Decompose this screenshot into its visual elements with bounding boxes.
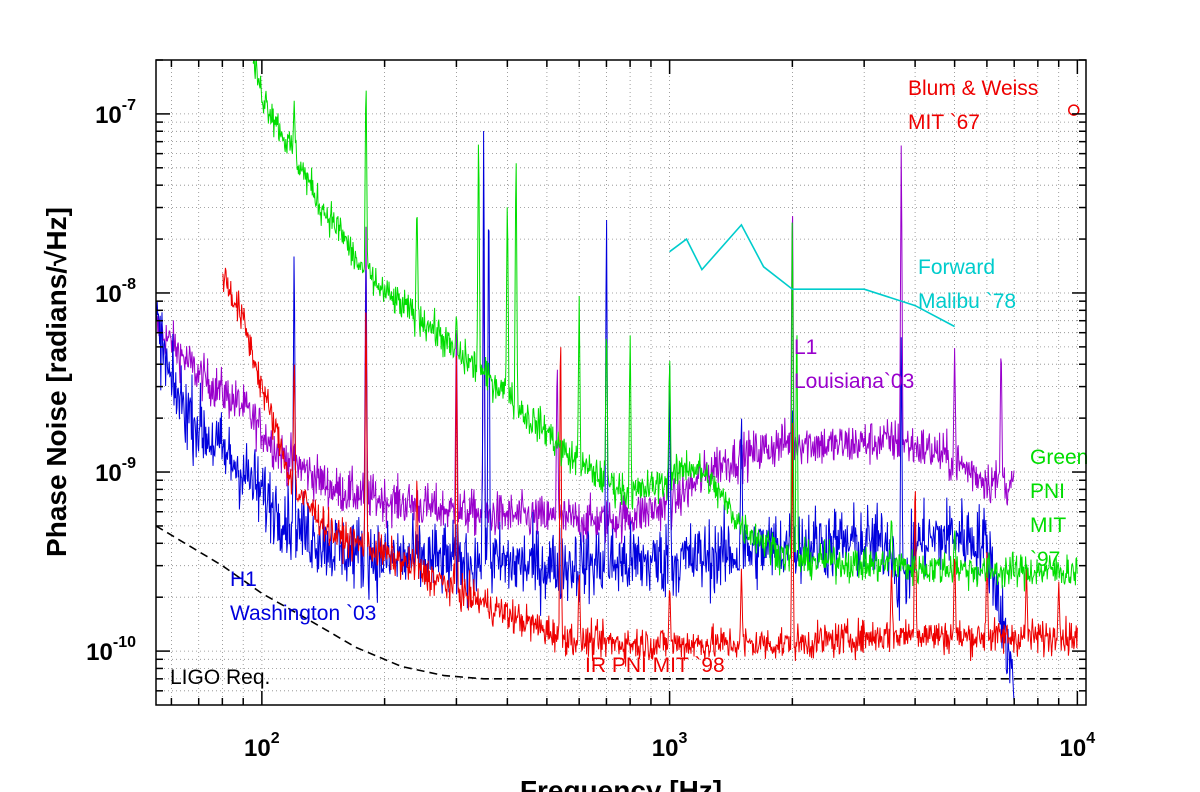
x-tick-label: 102 — [244, 730, 280, 762]
annotation-l1_1: L1 — [794, 336, 817, 359]
series-blum-point — [1068, 104, 1080, 116]
x-tick-label: 103 — [652, 730, 688, 762]
annotation-green_1: Green — [1030, 446, 1088, 469]
series-forward-line — [669, 223, 955, 328]
annotation-forward_1: Forward — [918, 256, 995, 279]
annotation-green_3: MIT — [1030, 514, 1066, 537]
series-ir-line — [222, 267, 1078, 667]
annotation-green_4: `97 — [1030, 548, 1060, 571]
annotation-blum_2: MIT `67 — [908, 111, 980, 134]
y-tick-label: 10-7 — [95, 97, 136, 129]
annotation-layer: Blum & Weiss MIT `67 Forward Malibu `78 L1 Lo… — [170, 77, 1088, 689]
y-tick-label: 10-9 — [95, 455, 136, 487]
series-h1-line — [156, 130, 1015, 702]
x-tick-label: 104 — [1060, 730, 1096, 762]
y-tick-label: 10-8 — [95, 276, 136, 308]
annotation-green_2: PNI — [1030, 480, 1065, 503]
series-green-line — [252, 60, 1078, 592]
annotation-forward_2: Malibu `78 — [918, 290, 1016, 313]
annotation-ligo: LIGO Req. — [170, 666, 270, 689]
x-axis-title: Frequency [Hz] — [520, 775, 722, 792]
annotation-h1_1: H1 — [230, 568, 257, 591]
series-l1-line — [156, 145, 1015, 544]
annotation-ir: IR PNI MIT `98 — [585, 654, 725, 677]
y-tick-label: 10-10 — [86, 634, 136, 666]
y-axis-title: Phase Noise [radians/√Hz] — [41, 207, 72, 557]
axis-ticks: 102 103 104 10-10 10-9 10-8 10-7 — [86, 59, 1096, 762]
annotation-blum_1: Blum & Weiss — [908, 77, 1038, 100]
series-layer — [156, 60, 1080, 702]
annotation-l1_2: Louisiana`03 — [794, 370, 914, 393]
annotation-h1_2: Washington `03 — [230, 602, 376, 625]
series-ligo-line — [156, 525, 1078, 680]
plot-frame — [155, 59, 1087, 706]
